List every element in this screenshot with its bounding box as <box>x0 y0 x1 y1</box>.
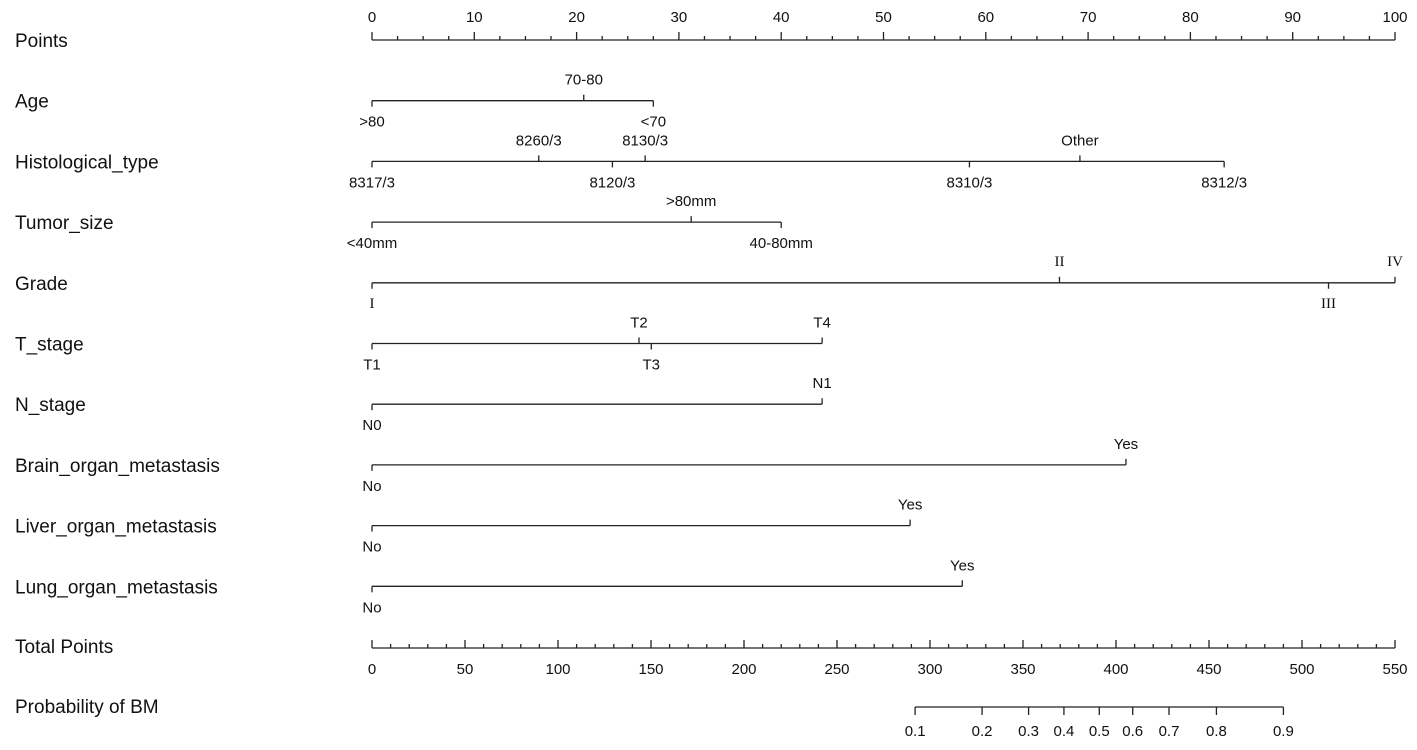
tick-label: 50 <box>457 661 474 678</box>
row-label: Total Points <box>15 637 113 658</box>
level-label: 70-80 <box>565 72 603 89</box>
tick-label: 300 <box>917 661 942 678</box>
tick-label: 30 <box>671 9 688 26</box>
row-label: Grade <box>15 274 68 295</box>
tick-label: 100 <box>545 661 570 678</box>
level-label: 8120/3 <box>589 174 635 191</box>
level-label: N0 <box>362 417 381 434</box>
level-label: I <box>370 296 375 312</box>
level-label: Yes <box>898 497 922 514</box>
level-label: <40mm <box>347 235 397 252</box>
row-label: N_stage <box>15 395 86 416</box>
tick-label: 450 <box>1196 661 1221 678</box>
tick-label: 0.7 <box>1159 723 1180 740</box>
tick-label: 500 <box>1289 661 1314 678</box>
level-label: 8317/3 <box>349 174 395 191</box>
tick-label: 550 <box>1382 661 1407 678</box>
row-label: Lung_organ_metastasis <box>15 577 218 598</box>
row-label: Age <box>15 92 49 113</box>
level-label: No <box>362 599 381 616</box>
tick-label: 350 <box>1010 661 1035 678</box>
tick-label: 200 <box>731 661 756 678</box>
tick-label: 0.1 <box>905 723 926 740</box>
tick-label: 0.8 <box>1206 723 1227 740</box>
tick-label: 250 <box>824 661 849 678</box>
row-label: Brain_organ_metastasis <box>15 456 220 477</box>
level-label: T2 <box>630 314 648 331</box>
tick-label: 100 <box>1382 9 1407 26</box>
tick-label: 20 <box>568 9 585 26</box>
level-label: 8310/3 <box>946 174 992 191</box>
level-label: >80 <box>359 114 384 131</box>
row-label: T_stage <box>15 335 84 356</box>
tick-label: 0 <box>368 9 376 26</box>
level-label: II <box>1054 254 1064 270</box>
row-label: Probability of BM <box>15 697 159 718</box>
level-label: IV <box>1387 254 1403 270</box>
level-label: >80mm <box>666 193 716 210</box>
level-label: Yes <box>950 557 974 574</box>
level-label: III <box>1321 296 1336 312</box>
tick-label: 150 <box>638 661 663 678</box>
level-label: Yes <box>1114 436 1138 453</box>
tick-label: 40 <box>773 9 790 26</box>
tick-label: 0.2 <box>972 723 993 740</box>
tick-label: 90 <box>1284 9 1301 26</box>
level-label: 8130/3 <box>622 132 668 149</box>
level-label: 40-80mm <box>750 235 813 252</box>
tick-label: 0.6 <box>1122 723 1143 740</box>
level-label: T1 <box>363 356 381 373</box>
tick-label: 400 <box>1103 661 1128 678</box>
row-label: Histological_type <box>15 152 159 173</box>
level-label: N1 <box>813 375 832 392</box>
tick-label: 0.9 <box>1273 723 1294 740</box>
level-label: Other <box>1061 132 1099 149</box>
tick-label: 70 <box>1080 9 1097 26</box>
tick-label: 10 <box>466 9 483 26</box>
row-label: Tumor_size <box>15 213 114 234</box>
level-label: T4 <box>813 314 831 331</box>
tick-label: 0 <box>368 661 376 678</box>
level-label: <70 <box>641 114 666 131</box>
level-label: No <box>362 539 381 556</box>
tick-label: 0.3 <box>1018 723 1039 740</box>
tick-label: 0.5 <box>1089 723 1110 740</box>
tick-label: 80 <box>1182 9 1199 26</box>
level-label: 8312/3 <box>1201 174 1247 191</box>
tick-label: 50 <box>875 9 892 26</box>
tick-label: 60 <box>977 9 994 26</box>
level-label: T3 <box>643 356 661 373</box>
row-label: Liver_organ_metastasis <box>15 517 217 538</box>
row-label: Points <box>15 31 68 52</box>
tick-label: 0.4 <box>1053 723 1074 740</box>
level-label: No <box>362 478 381 495</box>
level-label: 8260/3 <box>516 132 562 149</box>
